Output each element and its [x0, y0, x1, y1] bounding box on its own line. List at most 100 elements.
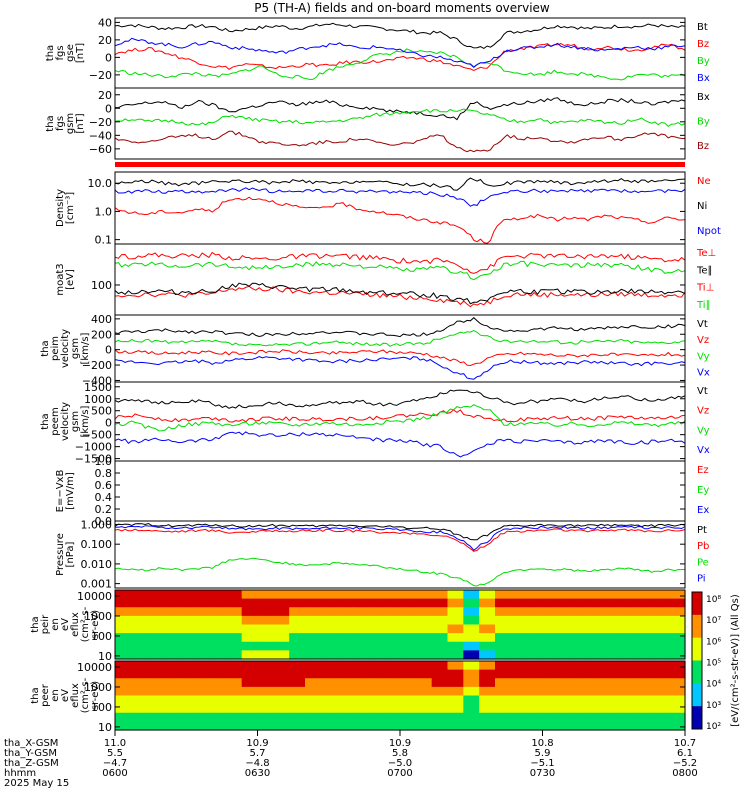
heatmap-cell	[320, 721, 338, 731]
y-axis-label: eflux	[70, 683, 81, 708]
heatmap-cell	[336, 721, 354, 731]
heatmap-cell	[273, 678, 290, 688]
heatmap-cell	[162, 650, 179, 660]
heatmap-cell	[320, 607, 338, 617]
heatmap-cell	[605, 650, 623, 660]
heatmap-cell	[273, 686, 290, 697]
heatmap-cell	[431, 678, 449, 688]
y-axis-label: tha	[30, 616, 41, 632]
heatmap-cell	[542, 598, 559, 608]
heatmap-cell	[115, 607, 132, 617]
heatmap-cell	[368, 669, 385, 679]
heatmap-cell	[162, 721, 179, 731]
heatmap-cell	[463, 669, 480, 679]
heatmap-cell	[669, 650, 686, 660]
y-tick-label: −200	[82, 359, 112, 372]
y-axis-label: [nPa]	[65, 541, 76, 567]
heatmap-cell	[431, 721, 449, 731]
heatmap-cell	[431, 661, 449, 671]
heatmap-cell	[447, 661, 464, 671]
heatmap-cell	[590, 669, 607, 679]
y-tick-label: −40	[89, 129, 112, 142]
heatmap-cell	[257, 661, 274, 671]
heatmap-cell	[447, 686, 464, 697]
time-axis-value: −5.0	[388, 758, 412, 769]
heatmap-cell	[558, 615, 575, 626]
heatmap-cell	[210, 704, 227, 714]
heatmap-cell	[510, 669, 528, 679]
series-line	[114, 525, 686, 551]
y-tick-label: 100	[91, 701, 112, 714]
heatmap-cell	[194, 712, 211, 722]
heatmap-cell	[463, 721, 480, 731]
series-line	[114, 404, 686, 432]
heatmap-cell	[526, 633, 544, 643]
heatmap-cell	[162, 615, 179, 626]
time-axis-value: 0600	[102, 768, 127, 779]
heatmap-cell	[558, 598, 575, 608]
heatmap-cell	[495, 598, 512, 608]
y-tick-label: 200	[91, 328, 112, 341]
heatmap-cell	[146, 615, 164, 626]
y-axis-label: tha	[45, 115, 56, 131]
colorbar-tick-label: 10³	[706, 701, 721, 711]
heatmap-cell	[621, 695, 639, 705]
heatmap-cell	[510, 678, 528, 688]
y-tick-label: 10000	[77, 590, 112, 603]
heatmap-cell	[305, 598, 322, 608]
heatmap-cell	[621, 633, 639, 643]
time-axis-value: 6.1	[677, 748, 693, 759]
heatmap-cell	[257, 704, 274, 714]
heatmap-cell	[273, 650, 290, 660]
y-axis-label: en	[50, 618, 61, 631]
colorbar-tick-label: 10⁷	[706, 616, 721, 626]
series-line	[114, 285, 686, 308]
heatmap-cell	[669, 590, 686, 600]
y-tick-label: 20	[98, 34, 112, 47]
heatmap-cell	[621, 607, 639, 617]
legend-entry: Pi	[697, 574, 706, 585]
heatmap-cell	[637, 686, 654, 697]
heatmap-cell	[241, 695, 259, 705]
heatmap-cell	[431, 607, 449, 617]
y-axis-label: eV	[60, 618, 71, 631]
heatmap-cell	[178, 633, 195, 643]
time-axis-value: −4.7	[103, 758, 127, 769]
heatmap-cell	[590, 615, 607, 626]
heatmap-cell	[146, 607, 164, 617]
heatmap-cell	[415, 598, 433, 608]
y-axis-label: peir	[40, 614, 51, 634]
y-axis-label: Density	[55, 189, 66, 227]
heatmap-cell	[510, 598, 528, 608]
heatmap-cell	[590, 704, 607, 714]
heatmap-cell	[352, 624, 369, 634]
panel-4: 100 moat3 [eV] Te⊥ Te∥ Ti⊥ Ti∥	[55, 243, 716, 316]
heatmap-cell	[162, 678, 179, 688]
heatmap-cell	[510, 624, 528, 634]
y-tick-label: 0	[105, 344, 112, 357]
colorbar-segment	[692, 683, 702, 707]
heatmap-cell	[115, 650, 132, 660]
heatmap-cell	[178, 615, 195, 626]
y-tick-label: 10	[98, 721, 112, 734]
heatmap-cell	[574, 650, 591, 660]
heatmap-cell	[273, 633, 290, 643]
heatmap-cell	[463, 712, 480, 722]
heatmap-cell	[352, 650, 369, 660]
series-line	[114, 187, 686, 207]
heatmap-cell	[130, 686, 148, 697]
colorbar-tick-label: 10²	[706, 722, 721, 732]
heatmap-cell	[320, 598, 338, 608]
heatmap-cell	[669, 607, 686, 617]
heatmap-cell	[669, 661, 686, 671]
heatmap-cell	[415, 721, 433, 731]
legend-entry: Bz	[697, 141, 709, 152]
heatmap-cell	[368, 624, 385, 634]
heatmap-cell	[510, 695, 528, 705]
heatmap-cell	[257, 695, 274, 705]
heatmap-cell	[130, 607, 148, 617]
heatmap-cell	[400, 624, 417, 634]
panel-5: 400 200 0 −200 −400 tha peim velocity gsm [km/s] V…	[40, 313, 710, 388]
heatmap-cell	[400, 686, 417, 697]
heatmap-cell	[210, 633, 227, 643]
